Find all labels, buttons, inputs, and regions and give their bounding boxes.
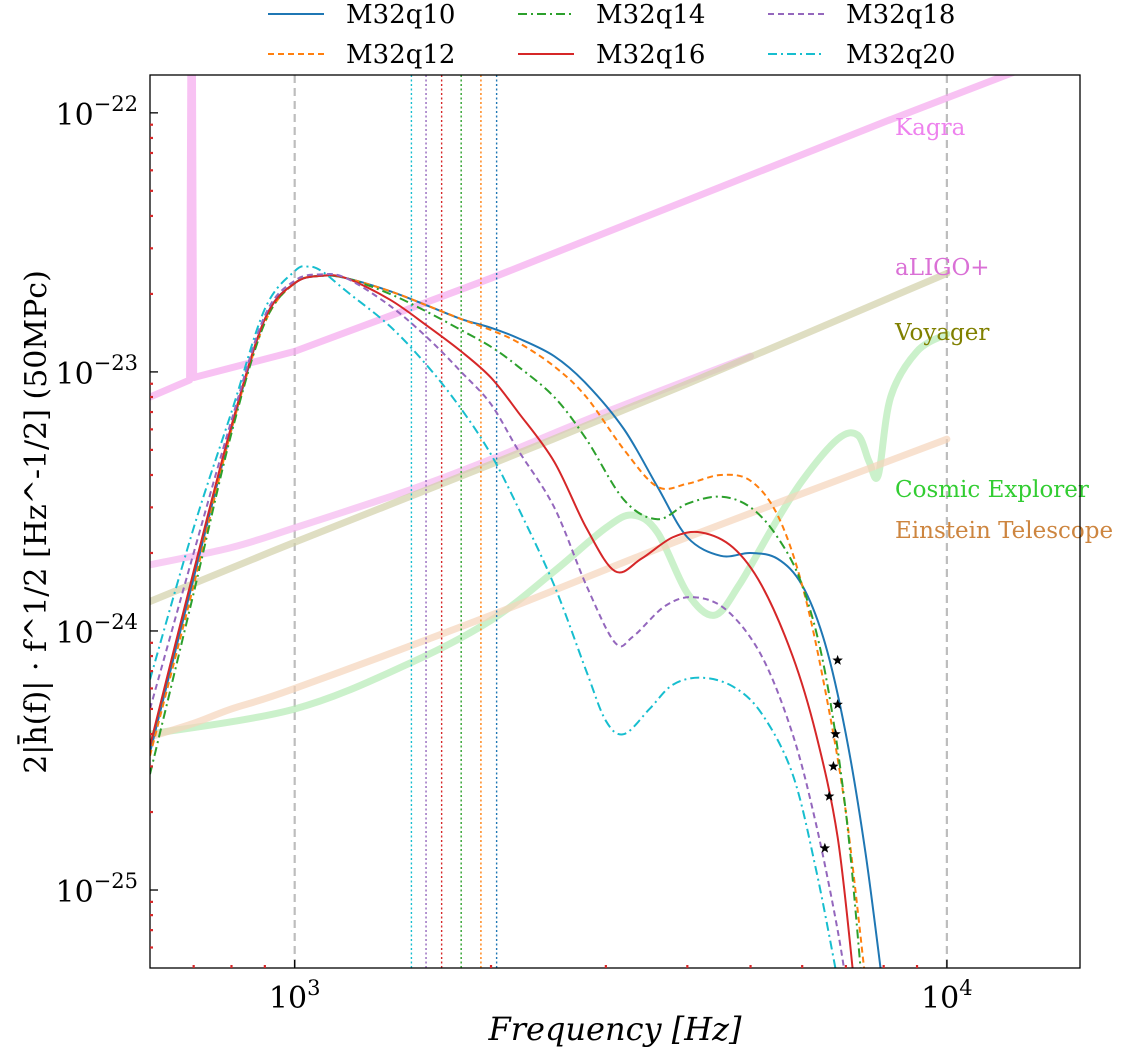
legend: M32q10 M32q12 M32q14 M32q16 M32q18 M32q20 — [268, 0, 955, 70]
legend-label-m32q18: M32q18 — [846, 0, 955, 30]
y-tick-label: 10−25 — [55, 869, 138, 910]
x-axis-label: Frequency [Hz] — [488, 1010, 743, 1048]
series-end-markers — [819, 654, 843, 853]
axis-ticks: 103 104 10−22 10−23 10−24 10−25 — [55, 92, 972, 1016]
legend-label-m32q20: M32q20 — [846, 40, 955, 70]
series-line-m32q18 — [150, 273, 845, 968]
legend-label-m32q16: M32q16 — [596, 40, 705, 70]
end-marker-m32q14 — [830, 728, 841, 739]
detector-label-kagra: Kagra — [895, 115, 966, 141]
peak-frequency-lines — [410, 75, 498, 968]
series-line-m32q20 — [150, 265, 837, 968]
detector-curve-cosmic-explorer — [150, 330, 951, 738]
end-marker-m32q12 — [832, 699, 843, 709]
detector-label-einstein-telescope: Einstein Telescope — [895, 518, 1113, 544]
x-tick-label-10000: 104 — [921, 976, 973, 1016]
end-marker-m32q18 — [823, 790, 835, 801]
detector-label-aligo: aLIGO+ — [895, 255, 990, 281]
end-marker-m32q20 — [819, 842, 831, 853]
detector-curve-voyager — [150, 269, 951, 605]
series-lines — [150, 265, 882, 968]
series-line-m32q14 — [150, 274, 862, 968]
y-tick-label: 10−24 — [55, 610, 138, 651]
legend-label-m32q10: M32q10 — [346, 0, 455, 30]
detector-curve-aligo — [150, 352, 755, 569]
detector-label-cosmic-explorer: Cosmic Explorer — [895, 477, 1089, 503]
plot-frame — [149, 74, 1081, 969]
y-tick-label: 10−22 — [55, 92, 138, 133]
detector-label-voyager: Voyager — [894, 320, 989, 346]
legend-label-m32q12: M32q12 — [346, 40, 455, 70]
end-marker-m32q10 — [832, 654, 843, 665]
series-line-m32q16 — [150, 274, 854, 968]
y-axis-label: 2|h̄(f)| · f^1/2 [Hz^-1/2] (50MPc) — [16, 270, 54, 774]
detector-labels: Kagra aLIGO+ Voyager Cosmic Explorer Einstei… — [894, 115, 1113, 544]
legend-label-m32q14: M32q14 — [596, 0, 705, 30]
end-marker-m32q16 — [828, 760, 839, 771]
detector-curve-einstein-telescope — [150, 435, 951, 741]
y-tick-label: 10−23 — [55, 351, 138, 392]
series-line-m32q12 — [150, 274, 866, 968]
reference-lines — [293, 75, 948, 968]
x-tick-label-1000: 103 — [269, 976, 321, 1016]
